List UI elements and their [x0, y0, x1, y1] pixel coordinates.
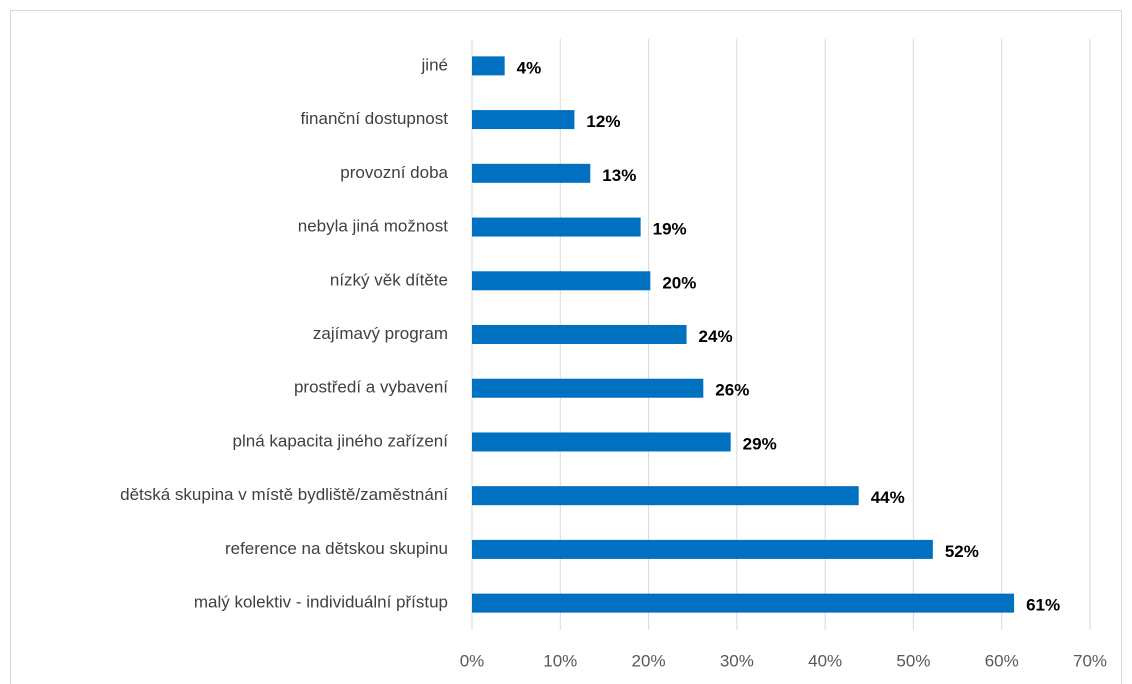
x-tick-label: 30% [720, 651, 754, 670]
x-tick-label: 20% [632, 651, 666, 670]
x-tick-label: 70% [1073, 651, 1107, 670]
bar [472, 163, 591, 183]
data-label: 24% [699, 327, 733, 346]
y-tick-label: nízký věk dítěte [330, 270, 448, 289]
y-tick-label: dětská skupina v místě bydliště/zaměstná… [120, 485, 448, 504]
y-tick-label: reference na dětskou skupinu [225, 539, 448, 558]
data-label: 20% [662, 273, 696, 292]
bar [472, 486, 859, 506]
bar [472, 593, 1015, 613]
bar [472, 325, 687, 344]
data-label: 29% [743, 434, 777, 453]
y-tick-label: plná kapacita jiného zařízení [233, 431, 449, 450]
data-label: 61% [1026, 596, 1060, 615]
bar [472, 110, 575, 130]
y-tick-label: finanční dostupnost [301, 109, 449, 128]
bar [472, 217, 641, 237]
y-tick-label: zajímavý program [313, 324, 448, 343]
y-tick-label: nebyla jiná možnost [298, 217, 449, 236]
x-tick-label: 60% [985, 651, 1019, 670]
data-label: 12% [586, 112, 620, 131]
x-tick-label: 40% [808, 651, 842, 670]
data-label: 26% [715, 381, 749, 400]
x-tick-label: 10% [543, 651, 577, 670]
data-label: 44% [871, 488, 905, 507]
y-tick-label: jiné [421, 55, 448, 74]
y-tick-label: prostředí a vybavení [294, 378, 448, 397]
data-label: 13% [602, 166, 636, 185]
y-tick-label: provozní doba [340, 163, 448, 182]
x-tick-label: 50% [896, 651, 930, 670]
bar [472, 271, 651, 291]
y-tick-label: malý kolektiv - individuální přístup [194, 593, 448, 612]
data-label: 4% [517, 58, 542, 77]
bar [472, 378, 704, 398]
bar [472, 56, 505, 76]
x-tick-label: 0% [460, 651, 485, 670]
bar [472, 539, 933, 559]
data-label: 52% [945, 542, 979, 561]
bar [472, 432, 731, 452]
data-label: 19% [653, 220, 687, 239]
